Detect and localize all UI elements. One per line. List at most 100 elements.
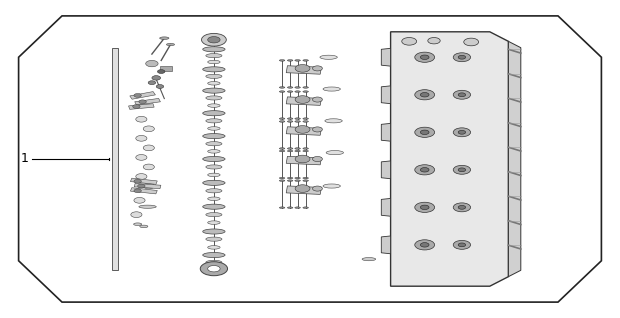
Ellipse shape	[206, 260, 222, 265]
Bar	[128, 104, 154, 109]
Ellipse shape	[288, 207, 293, 209]
Ellipse shape	[203, 111, 225, 116]
Text: 1: 1	[21, 153, 29, 165]
Ellipse shape	[303, 180, 309, 181]
Ellipse shape	[303, 177, 309, 179]
Ellipse shape	[325, 119, 342, 123]
Ellipse shape	[203, 204, 225, 209]
Circle shape	[295, 126, 310, 133]
Ellipse shape	[288, 59, 293, 61]
Ellipse shape	[279, 180, 285, 181]
Circle shape	[148, 81, 156, 85]
Ellipse shape	[294, 177, 300, 179]
Ellipse shape	[206, 74, 222, 78]
Circle shape	[458, 93, 466, 97]
Polygon shape	[381, 161, 391, 179]
Circle shape	[464, 38, 479, 46]
Circle shape	[312, 97, 322, 102]
Circle shape	[453, 90, 471, 99]
Ellipse shape	[288, 150, 293, 152]
Ellipse shape	[208, 127, 220, 130]
Ellipse shape	[320, 55, 337, 59]
Ellipse shape	[206, 212, 222, 217]
Bar	[286, 186, 321, 194]
Circle shape	[295, 96, 310, 103]
Ellipse shape	[166, 43, 175, 46]
Ellipse shape	[303, 148, 309, 149]
Ellipse shape	[294, 148, 300, 149]
Ellipse shape	[279, 121, 285, 122]
Ellipse shape	[139, 205, 156, 208]
Circle shape	[143, 145, 154, 151]
Circle shape	[143, 164, 154, 170]
Circle shape	[136, 174, 147, 179]
Bar	[286, 97, 321, 105]
Ellipse shape	[294, 207, 300, 209]
Circle shape	[420, 93, 429, 97]
Ellipse shape	[208, 104, 220, 107]
Ellipse shape	[208, 197, 220, 201]
Circle shape	[156, 85, 164, 88]
Ellipse shape	[303, 121, 309, 122]
Ellipse shape	[208, 245, 220, 249]
Circle shape	[402, 38, 417, 45]
Circle shape	[134, 189, 141, 193]
Bar	[286, 127, 321, 135]
Circle shape	[458, 168, 466, 172]
Ellipse shape	[203, 180, 225, 185]
Ellipse shape	[206, 189, 222, 193]
Ellipse shape	[288, 177, 293, 179]
Bar	[160, 66, 172, 71]
Ellipse shape	[303, 59, 309, 61]
Polygon shape	[381, 236, 391, 254]
Circle shape	[453, 53, 471, 62]
Circle shape	[420, 205, 429, 210]
Circle shape	[420, 130, 429, 135]
Circle shape	[312, 156, 322, 162]
Ellipse shape	[294, 118, 300, 119]
Ellipse shape	[203, 134, 225, 139]
Polygon shape	[381, 123, 391, 141]
Ellipse shape	[208, 81, 220, 85]
Circle shape	[312, 127, 322, 132]
Ellipse shape	[203, 252, 225, 258]
Circle shape	[458, 205, 466, 209]
Polygon shape	[381, 86, 391, 104]
Ellipse shape	[294, 180, 300, 181]
Circle shape	[458, 55, 466, 59]
Ellipse shape	[326, 150, 343, 155]
Circle shape	[453, 165, 471, 174]
Bar	[130, 92, 156, 99]
Ellipse shape	[279, 87, 285, 88]
Circle shape	[208, 37, 220, 43]
Circle shape	[133, 105, 140, 108]
Ellipse shape	[303, 91, 309, 92]
Circle shape	[131, 212, 142, 218]
Ellipse shape	[294, 87, 300, 88]
Ellipse shape	[208, 60, 220, 64]
Circle shape	[202, 33, 226, 46]
Ellipse shape	[323, 87, 340, 91]
Circle shape	[458, 130, 466, 134]
Circle shape	[415, 127, 435, 137]
Ellipse shape	[279, 207, 285, 209]
Ellipse shape	[294, 91, 300, 92]
Ellipse shape	[279, 148, 285, 149]
Circle shape	[428, 38, 440, 44]
Circle shape	[152, 76, 161, 80]
Circle shape	[415, 202, 435, 212]
Circle shape	[415, 240, 435, 250]
Ellipse shape	[203, 47, 225, 52]
Ellipse shape	[208, 149, 220, 153]
Polygon shape	[381, 198, 391, 216]
Ellipse shape	[288, 87, 293, 88]
Ellipse shape	[303, 118, 309, 119]
Ellipse shape	[140, 225, 148, 228]
Circle shape	[312, 66, 322, 71]
Ellipse shape	[288, 180, 293, 181]
Ellipse shape	[134, 223, 142, 225]
Ellipse shape	[294, 59, 300, 61]
Circle shape	[420, 55, 429, 59]
Ellipse shape	[288, 121, 293, 122]
Ellipse shape	[279, 91, 285, 92]
